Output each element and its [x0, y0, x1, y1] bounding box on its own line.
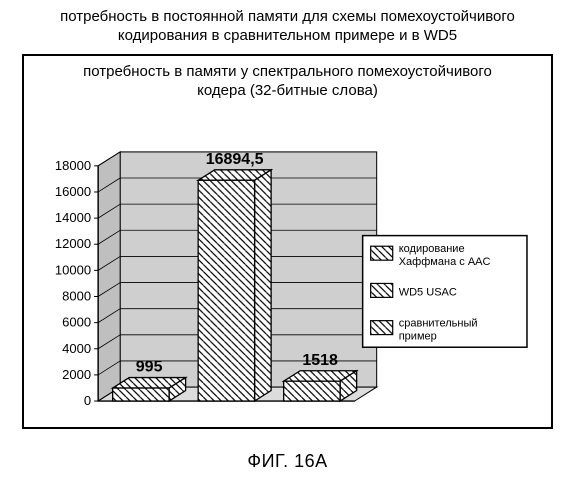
svg-text:14000: 14000: [55, 210, 91, 225]
figure-caption: ФИГ. 16А: [0, 451, 575, 472]
svg-text:Хаффмана с AAC: Хаффмана с AAC: [399, 256, 491, 268]
svg-text:16000: 16000: [55, 183, 91, 198]
svg-text:кодирование: кодирование: [399, 243, 465, 255]
svg-text:12000: 12000: [55, 236, 91, 251]
svg-text:WD5 USAC: WD5 USAC: [399, 286, 457, 298]
svg-text:6000: 6000: [62, 314, 91, 329]
svg-text:4000: 4000: [62, 340, 91, 355]
panel-title-line2: кодера (32-битные слова): [197, 82, 378, 99]
svg-text:0: 0: [84, 393, 91, 408]
outer-title-line1: потребность в постоянной памяти для схем…: [60, 8, 515, 25]
panel-title: потребность в памяти у спектрального пом…: [24, 56, 551, 103]
svg-text:16894,5: 16894,5: [206, 150, 264, 167]
svg-text:2000: 2000: [62, 366, 91, 381]
chart-panel: потребность в памяти у спектрального пом…: [22, 54, 553, 429]
bar-chart: 0 2000 4000 6000 8000 10000 12000 14000 16000 180…: [42, 118, 535, 413]
svg-text:8000: 8000: [62, 288, 91, 303]
svg-text:10000: 10000: [55, 262, 91, 277]
page: потребность в постоянной памяти для схем…: [0, 0, 575, 500]
outer-title: потребность в постоянной памяти для схем…: [0, 0, 575, 50]
panel-title-line1: потребность в памяти у спектрального пом…: [83, 63, 492, 80]
svg-text:18000: 18000: [55, 157, 91, 172]
svg-text:995: 995: [136, 358, 163, 375]
outer-title-line2: кодирования в сравнительном примере и в …: [118, 27, 457, 44]
svg-text:сравнительный: сравнительный: [399, 317, 478, 329]
chart-area: 0 2000 4000 6000 8000 10000 12000 14000 16000 180…: [42, 118, 535, 413]
svg-text:пример: пример: [399, 330, 437, 342]
svg-text:1518: 1518: [302, 351, 338, 368]
